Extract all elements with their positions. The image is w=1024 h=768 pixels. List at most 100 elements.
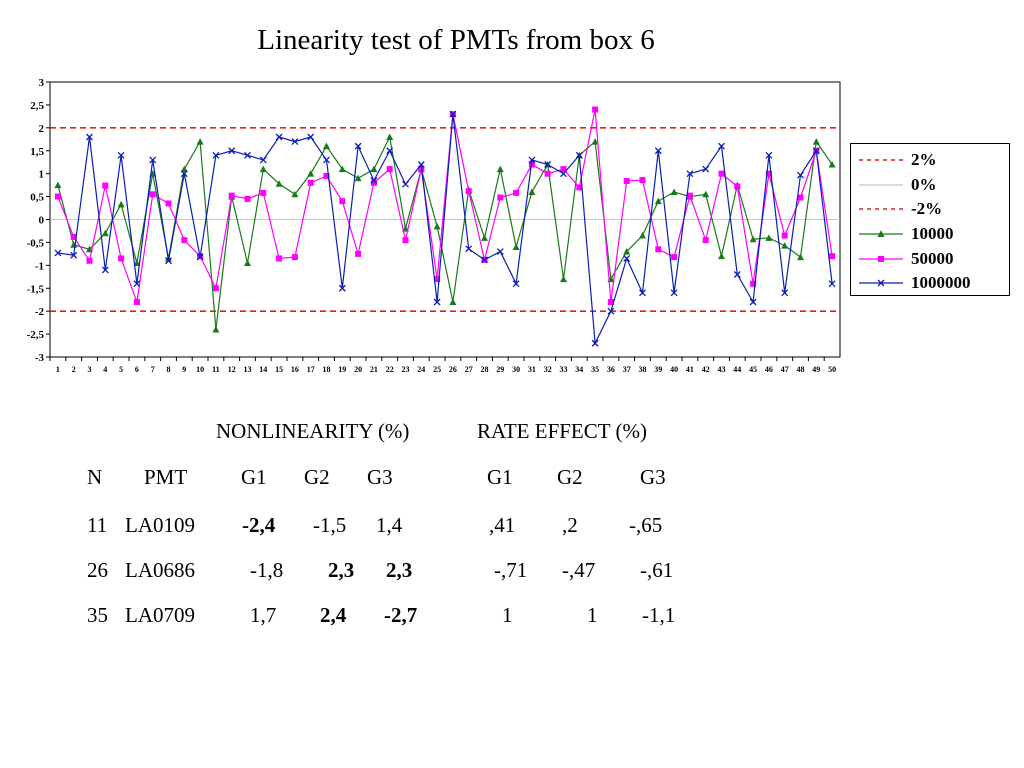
point-1000000 [307,133,315,141]
x-tick-label: 20 [354,365,362,374]
point-10000 [259,165,267,173]
point-50000 [671,254,678,261]
point-50000 [102,182,109,189]
point-1000000 [591,339,599,347]
point-1000000 [117,151,125,159]
point-50000 [291,254,298,261]
page-title: Linearity test of PMTs from box 6 [257,24,655,56]
point-10000 [749,235,757,243]
legend-swatch [859,255,903,262]
point-50000 [54,193,61,200]
legend-item: -2% [857,197,1009,222]
x-tick-label: 45 [749,365,757,374]
row-0-g3: 1,4 [376,513,403,537]
point-1000000 [433,298,441,306]
point-10000 [812,138,820,145]
point-1000000 [765,151,773,159]
x-tick-label: 36 [607,365,615,374]
x-tick-label: 17 [307,365,315,374]
legend-label: 10000 [911,224,954,244]
point-10000 [781,242,789,249]
point-10000 [512,243,520,250]
point-50000 [734,183,741,190]
point-1000000 [623,254,631,262]
x-tick-label: 41 [686,365,694,374]
point-50000 [655,246,662,253]
row-1-g2: 2,3 [328,558,355,582]
y-tick-label: -3 [35,352,45,364]
point-50000 [623,178,630,184]
point-1000000 [670,289,678,297]
point-50000 [86,257,93,264]
legend-swatch [859,279,903,287]
legend-item: 0% [857,173,1009,198]
x-tick-label: 10 [196,365,204,374]
x-tick-label: 28 [481,365,489,374]
point-10000 [828,161,836,168]
x-tick-label: 50 [828,365,836,374]
legend-label: 0% [911,174,937,194]
row-0-r3: -,65 [629,513,663,537]
point-10000 [433,222,441,230]
point-10000 [797,253,804,261]
x-tick-label: 34 [575,365,583,374]
point-50000 [781,232,788,239]
point-50000 [686,192,693,199]
y-tick-label: 1 [39,169,45,181]
row-0-r1: ,41 [489,513,516,537]
point-1000000 [354,142,362,150]
row-1-g1: -1,8 [250,558,284,582]
point-10000 [718,252,725,260]
point-10000 [70,241,78,248]
point-10000 [101,229,109,237]
y-tick-label: 2 [39,123,45,135]
point-10000 [180,165,188,173]
point-10000 [323,142,330,150]
point-1000000 [654,147,662,155]
point-10000 [654,197,662,205]
x-tick-label: 26 [449,365,457,374]
point-10000 [307,170,315,177]
point-1000000 [180,170,188,178]
x-tick-label: 18 [323,365,331,374]
y-tick-label: -1,5 [27,283,45,295]
x-tick-label: 2 [72,365,76,374]
row-0-r2: ,2 [562,513,578,537]
legend-item: 1000000 [857,271,1009,296]
point-1000000 [496,248,504,256]
point-50000 [797,194,804,201]
point-50000 [765,170,772,177]
x-tick-label: 27 [465,365,473,374]
row-1-n: 26 [87,558,108,582]
row-2-n: 35 [87,603,108,627]
point-50000 [829,253,836,260]
point-50000 [497,194,504,201]
col-g2: G2 [304,465,330,489]
point-50000 [228,192,235,199]
x-tick-label: 30 [512,365,520,374]
point-50000 [465,188,472,195]
col-pmt: PMT [144,465,188,489]
point-1000000 [70,251,78,259]
col-g3: G3 [367,465,393,489]
rate-effect-header: RATE EFFECT (%) [477,419,647,443]
row-2-r2: 1 [587,603,598,627]
point-1000000 [481,256,488,264]
col-rate-g2: G2 [557,465,583,489]
point-50000 [639,177,646,184]
point-1000000 [323,156,330,164]
row-0-g2: -1,5 [313,513,347,537]
x-tick-label: 12 [228,365,236,374]
x-tick-label: 14 [259,365,267,374]
point-10000 [560,275,567,283]
col-g1: G1 [241,465,267,489]
legend-item: 2% [857,148,1009,173]
x-tick-label: 23 [402,365,410,374]
point-10000 [54,181,62,189]
point-1000000 [291,138,299,146]
point-50000 [370,179,377,186]
point-50000 [750,280,757,287]
point-10000 [623,248,631,255]
point-50000 [133,299,140,305]
point-50000 [339,198,346,205]
